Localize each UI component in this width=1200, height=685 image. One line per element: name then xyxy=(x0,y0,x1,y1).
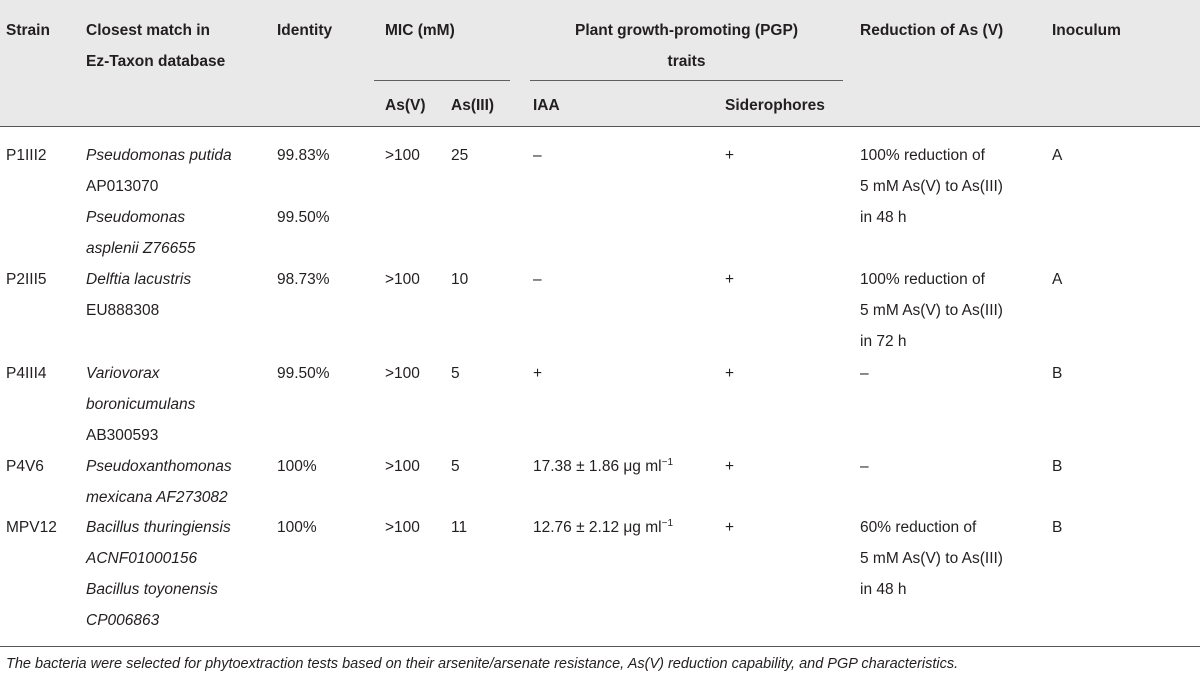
header-closest-match-line2: Ez-Taxon database xyxy=(86,53,226,70)
table-footnote: The bacteria were selected for phytoextr… xyxy=(6,656,959,672)
reduction-cell: 100% reduction of xyxy=(860,271,985,288)
inoculum-cell: B xyxy=(1052,519,1063,536)
match-cell: mexicana AF273082 xyxy=(86,482,228,513)
match-cell: Pseudomonas xyxy=(86,209,186,226)
match-cell: Bacillus toyonensis xyxy=(86,581,218,598)
identity-cell: 99.83% xyxy=(277,147,330,164)
siderophores-cell: + xyxy=(725,365,735,382)
identity-cell: 100% xyxy=(277,458,317,475)
asv-cell: >100 xyxy=(385,365,420,382)
asiii-cell: 5 xyxy=(451,458,460,475)
header-bottom-rule xyxy=(0,126,1200,127)
asiii-cell: 10 xyxy=(451,271,469,288)
iaa-cell: 12.76 ± 2.12 μg ml−1 xyxy=(533,512,673,543)
iaa-cell: 17.38 ± 1.86 μg ml−1 xyxy=(533,451,673,482)
reduction-cell: in 72 h xyxy=(860,333,907,350)
iaa-cell: – xyxy=(533,147,542,164)
strain-cell: P1III2 xyxy=(6,147,47,164)
reduction-cell: 5 mM As(V) to As(III) xyxy=(860,550,1003,567)
strain-cell: P4III4 xyxy=(6,365,47,382)
table-bottom-rule xyxy=(0,646,1200,647)
header-mic-asiii: As(III) xyxy=(451,97,495,114)
iaa-cell: + xyxy=(533,365,543,382)
match-cell: asplenii Z76655 xyxy=(86,233,195,264)
siderophores-cell: + xyxy=(725,519,735,536)
iaa-cell: – xyxy=(533,271,542,288)
match-species: asplenii Z76655 xyxy=(86,240,196,257)
match-species: mexicana AF273082 xyxy=(86,489,228,506)
iaa-exponent: −1 xyxy=(661,457,674,468)
match-cell: boronicumulans xyxy=(86,396,196,413)
iaa-value: 12.76 ± 2.12 μg ml xyxy=(533,519,662,536)
header-mic: MIC (mM) xyxy=(385,22,455,39)
reduction-cell: 5 mM As(V) to As(III) xyxy=(860,178,1003,195)
match-cell: Bacillus thuringiensis xyxy=(86,519,231,536)
match-cell: CP006863 xyxy=(86,612,160,629)
header-reduction: Reduction of As (V) xyxy=(860,22,1004,39)
match-cell: AB300593 xyxy=(86,427,159,444)
iaa-exponent: −1 xyxy=(661,518,674,529)
asv-cell: >100 xyxy=(385,458,420,475)
reduction-cell: in 48 h xyxy=(860,209,907,226)
header-closest-match-line1: Closest match in xyxy=(86,22,211,39)
reduction-cell: – xyxy=(860,365,869,382)
inoculum-cell: B xyxy=(1052,365,1063,382)
header-mic-asv: As(V) xyxy=(385,97,426,114)
siderophores-cell: + xyxy=(725,271,735,288)
reduction-cell: – xyxy=(860,458,869,475)
match-cell: Pseudomonas putida xyxy=(86,147,232,164)
strain-cell: MPV12 xyxy=(6,519,57,536)
match-cell: EU888308 xyxy=(86,302,160,319)
reduction-cell: in 48 h xyxy=(860,581,907,598)
table-header-band xyxy=(0,0,1200,127)
siderophores-cell: + xyxy=(725,147,735,164)
header-strain: Strain xyxy=(6,22,50,39)
pgp-group-rule xyxy=(530,80,843,81)
match-cell: Variovorax xyxy=(86,365,160,382)
identity-cell: 99.50% xyxy=(277,365,330,382)
asv-cell: >100 xyxy=(385,519,420,536)
asiii-cell: 11 xyxy=(451,519,468,536)
strain-cell: P2III5 xyxy=(6,271,47,288)
asv-cell: >100 xyxy=(385,147,420,164)
reduction-cell: 100% reduction of xyxy=(860,147,985,164)
identity-cell: 98.73% xyxy=(277,271,330,288)
header-pgp-line1: Plant growth-promoting (PGP) xyxy=(574,22,798,39)
header-siderophores: Siderophores xyxy=(725,97,825,114)
match-cell: Delftia lacustris xyxy=(86,271,192,288)
identity-cell: 100% xyxy=(277,519,317,536)
header-iaa: IAA xyxy=(533,97,560,114)
reduction-cell: 60% reduction of xyxy=(860,519,977,536)
mic-group-rule xyxy=(374,80,510,81)
match-cell: ACNF01000156 xyxy=(86,550,198,567)
asiii-cell: 5 xyxy=(451,365,460,382)
asiii-cell: 25 xyxy=(451,147,469,164)
match-cell: AP013070 xyxy=(86,178,159,195)
inoculum-cell: B xyxy=(1052,458,1063,475)
match-cell: Pseudoxanthomonas xyxy=(86,458,232,475)
header-pgp-line2: traits xyxy=(667,53,706,70)
siderophores-cell: + xyxy=(725,458,735,475)
header-inoculum: Inoculum xyxy=(1052,22,1121,39)
reduction-cell: 5 mM As(V) to As(III) xyxy=(860,302,1003,319)
identity-cell: 99.50% xyxy=(277,209,330,226)
iaa-value: 17.38 ± 1.86 μg ml xyxy=(533,458,662,475)
inoculum-cell: A xyxy=(1052,147,1063,164)
strain-cell: P4V6 xyxy=(6,458,44,475)
asv-cell: >100 xyxy=(385,271,420,288)
inoculum-cell: A xyxy=(1052,271,1063,288)
header-identity: Identity xyxy=(277,22,333,39)
